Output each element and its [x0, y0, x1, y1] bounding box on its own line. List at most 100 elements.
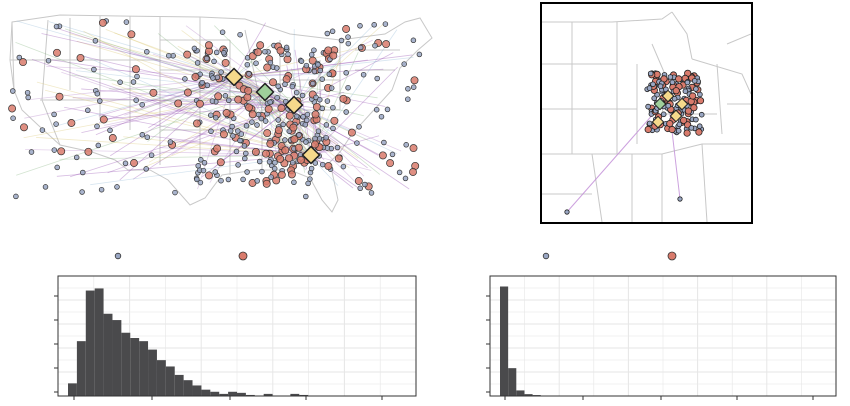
location-point: [660, 111, 667, 118]
location-point: [235, 128, 241, 134]
location-point: [372, 42, 378, 49]
location-point: [212, 169, 218, 175]
flow-line: [48, 21, 235, 78]
flow-line: [71, 74, 295, 106]
location-point: [329, 51, 338, 60]
location-point: [204, 55, 210, 62]
location-point: [271, 165, 278, 172]
location-point: [323, 122, 330, 128]
location-point: [205, 171, 213, 180]
location-point: [8, 104, 17, 113]
flow-line: [233, 59, 368, 78]
histogram-bar: [103, 313, 113, 396]
location-point: [219, 29, 226, 35]
location-point: [256, 41, 265, 50]
location-point: [357, 44, 364, 51]
location-point: [330, 125, 336, 132]
histogram-bar: [148, 349, 157, 396]
location-point: [243, 123, 250, 129]
location-point: [249, 119, 255, 125]
location-point: [304, 111, 311, 118]
location-point: [287, 170, 296, 179]
flow-line: [124, 76, 235, 116]
location-point: [317, 67, 323, 74]
location-point: [312, 160, 319, 166]
location-point: [213, 114, 219, 121]
location-point: [312, 102, 321, 111]
location-point: [28, 149, 35, 155]
location-point: [144, 49, 150, 55]
location-point: [274, 94, 280, 101]
location-point: [410, 37, 417, 44]
location-point: [264, 105, 273, 114]
histogram-bar: [219, 393, 229, 396]
location-point: [201, 160, 208, 166]
histogram-bar: [263, 393, 273, 396]
location-point: [208, 112, 214, 118]
location-point: [285, 154, 293, 163]
location-point: [675, 75, 683, 83]
flow-lines: [15, 20, 414, 190]
location-point: [233, 148, 240, 155]
location-point: [210, 75, 216, 81]
hub-marker: [301, 145, 321, 165]
histogram-bar: [210, 391, 220, 396]
location-point: [199, 79, 205, 86]
location-point: [117, 79, 123, 85]
flow-line: [214, 104, 295, 168]
location-point: [311, 140, 319, 149]
location-point: [243, 93, 252, 102]
location-point: [409, 144, 418, 153]
location-point: [324, 46, 333, 55]
flow-line: [98, 76, 235, 123]
legend-left: [100, 248, 320, 264]
flow-line: [233, 41, 383, 78]
location-point: [324, 98, 331, 104]
location-point: [324, 162, 333, 171]
histogram-bar: [130, 338, 140, 396]
location-point: [244, 61, 251, 68]
location-point: [200, 167, 207, 174]
location-point: [677, 196, 683, 202]
location-point: [268, 174, 274, 180]
plot-frame: [489, 275, 837, 397]
location-point: [127, 30, 136, 39]
location-point: [191, 45, 198, 52]
location-point: [143, 166, 149, 172]
location-point: [256, 158, 263, 165]
location-point: [167, 139, 174, 145]
flow-line: [233, 76, 339, 186]
flow-line: [233, 76, 386, 107]
location-point: [302, 121, 309, 128]
histogram-bar: [121, 332, 131, 396]
location-point: [386, 159, 395, 168]
histogram-bar: [201, 389, 211, 396]
location-point: [216, 158, 225, 167]
location-point: [303, 139, 309, 145]
us-flow-map: [0, 0, 440, 215]
location-point: [384, 106, 391, 113]
location-point: [289, 123, 298, 132]
location-point: [240, 176, 246, 183]
location-point: [368, 190, 375, 196]
location-point: [25, 94, 31, 101]
hub-marker: [675, 97, 689, 111]
location-point: [315, 128, 322, 134]
location-point: [290, 135, 299, 144]
location-point: [324, 30, 331, 37]
location-point: [123, 19, 130, 25]
flow-line: [233, 42, 274, 78]
location-point: [94, 90, 101, 97]
location-point: [343, 70, 349, 76]
location-point: [95, 142, 102, 149]
location-point: [675, 128, 682, 134]
location-point: [19, 58, 27, 67]
location-point: [274, 126, 283, 135]
location-point: [693, 86, 699, 92]
location-point: [382, 21, 389, 27]
location-point: [16, 54, 23, 61]
location-point: [183, 50, 192, 59]
flow-line: [169, 103, 295, 106]
flow-line: [310, 135, 380, 156]
location-point: [241, 143, 248, 149]
